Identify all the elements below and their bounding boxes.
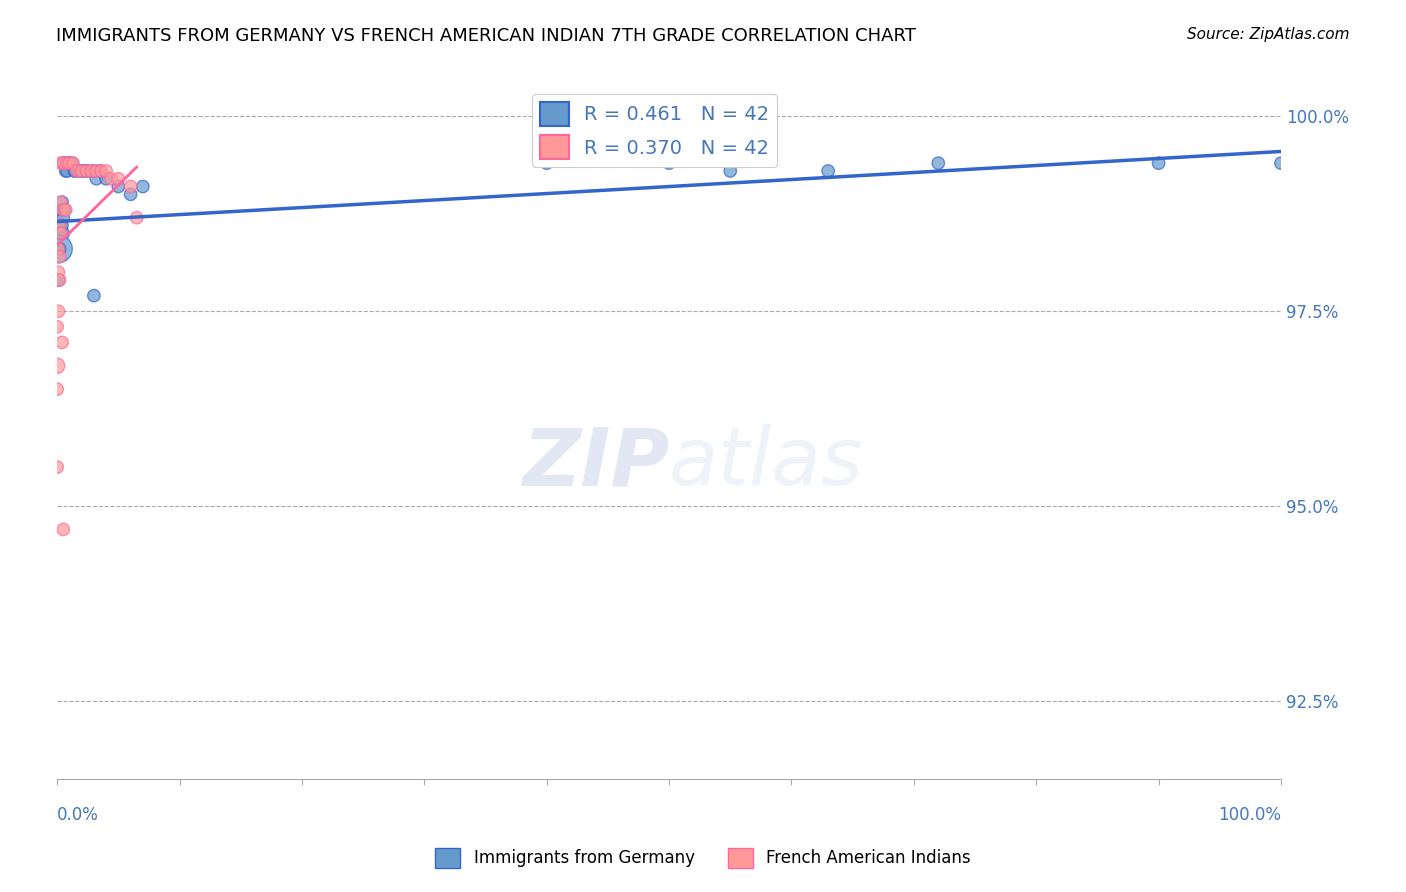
Point [52, 227, 75, 241]
Point [107, 179, 129, 194]
Point [49, 195, 72, 210]
Legend: Immigrants from Germany, French American Indians: Immigrants from Germany, French American… [429, 841, 977, 875]
Point [107, 171, 129, 186]
Point [56, 156, 79, 170]
Point [46, 359, 69, 373]
Point [62, 156, 84, 170]
Point [49, 227, 72, 241]
Point [63, 164, 86, 178]
Point [89, 164, 111, 178]
Point [536, 156, 558, 170]
Point [46, 382, 69, 396]
Point [927, 156, 949, 170]
Point [60, 156, 83, 170]
Point [48, 242, 70, 256]
Point [80, 164, 103, 178]
Point [658, 156, 681, 170]
Point [56, 164, 79, 178]
Point [76, 164, 98, 178]
Text: 0.0%: 0.0% [58, 806, 98, 824]
Point [120, 179, 142, 194]
Point [48, 273, 70, 287]
Point [66, 164, 89, 178]
Point [76, 164, 98, 178]
Point [83, 164, 105, 178]
Point [48, 242, 70, 256]
Point [46, 319, 69, 334]
Legend: R = 0.461   N = 42, R = 0.370   N = 42: R = 0.461 N = 42, R = 0.370 N = 42 [531, 95, 778, 167]
Point [49, 156, 72, 170]
Point [52, 156, 75, 170]
Point [48, 250, 70, 264]
Point [48, 219, 70, 233]
Point [49, 227, 72, 241]
Point [58, 156, 80, 170]
Point [52, 211, 75, 225]
Point [120, 187, 142, 202]
Point [52, 156, 75, 170]
Point [1147, 156, 1170, 170]
Point [83, 288, 105, 302]
Point [86, 171, 108, 186]
Point [48, 242, 70, 256]
Point [125, 211, 148, 225]
Point [48, 219, 70, 233]
Point [94, 171, 117, 186]
Point [100, 171, 122, 186]
Point [46, 460, 69, 475]
Point [70, 164, 93, 178]
Point [73, 164, 96, 178]
Text: IMMIGRANTS FROM GERMANY VS FRENCH AMERICAN INDIAN 7TH GRADE CORRELATION CHART: IMMIGRANTS FROM GERMANY VS FRENCH AMERIC… [56, 27, 917, 45]
Text: 100.0%: 100.0% [1218, 806, 1281, 824]
Point [53, 156, 76, 170]
Point [48, 265, 70, 279]
Point [51, 195, 73, 210]
Point [70, 164, 93, 178]
Point [132, 179, 155, 194]
Point [718, 164, 741, 178]
Point [48, 273, 70, 287]
Text: ZIP: ZIP [522, 425, 669, 502]
Text: Source: ZipAtlas.com: Source: ZipAtlas.com [1187, 27, 1350, 42]
Point [94, 164, 117, 178]
Point [817, 164, 839, 178]
Point [58, 156, 80, 170]
Point [51, 335, 73, 350]
Point [90, 164, 112, 178]
Point [1270, 156, 1292, 170]
Point [53, 202, 76, 217]
Point [86, 164, 108, 178]
Point [52, 523, 75, 537]
Point [65, 164, 87, 178]
Point [58, 156, 80, 170]
Point [55, 164, 77, 178]
Text: atlas: atlas [669, 425, 863, 502]
Point [49, 202, 72, 217]
Point [52, 202, 75, 217]
Point [55, 202, 77, 217]
Point [51, 219, 73, 233]
Point [48, 304, 70, 318]
Point [66, 164, 89, 178]
